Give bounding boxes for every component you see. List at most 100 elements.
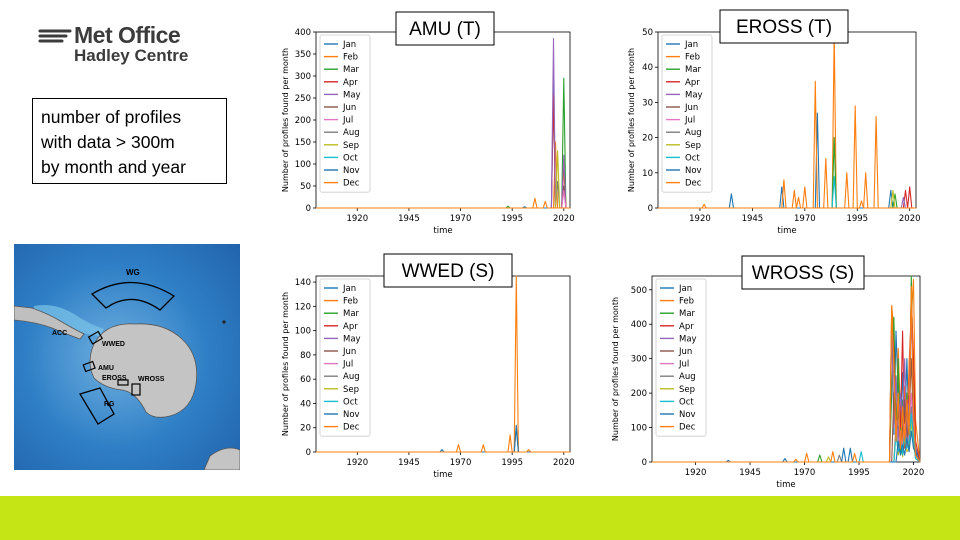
logo-title: Met Office [74, 22, 181, 48]
legend-label: Oct [679, 397, 694, 407]
legend-label: Jan [342, 40, 356, 50]
chart-legend: Jan Feb Mar Apr May Jun Jul Aug Sep Oct Nov Dec [661, 34, 713, 193]
bottom-accent-bar [0, 496, 960, 540]
x-tick-label: 1945 [398, 214, 420, 224]
y-tick-label: 100 [631, 424, 647, 434]
y-tick-label: 500 [631, 286, 647, 296]
x-tick-label: 2020 [553, 214, 575, 224]
legend-label: Sep [343, 141, 359, 151]
y-tick-label: 40 [300, 399, 311, 409]
x-tick-label: 2020 [899, 214, 921, 224]
legend-label: Sep [343, 385, 359, 395]
legend-label: Jan [342, 284, 356, 294]
legend-label: Feb [343, 53, 358, 63]
antarctica-region-map: WG ACC WWED AMU EROSS WROSS RG [14, 244, 240, 470]
legend-label: Oct [343, 397, 358, 407]
y-tick-label: 0 [306, 448, 311, 458]
x-tick-label: 1945 [398, 458, 420, 468]
x-tick-label: 1995 [501, 458, 523, 468]
y-tick-label: 100 [295, 327, 311, 337]
y-tick-label: 60 [300, 375, 311, 385]
legend-label: Aug [343, 372, 360, 382]
legend-label: Jun [342, 103, 356, 113]
x-tick-label: 1995 [846, 214, 868, 224]
series-line-feb [316, 275, 570, 453]
x-tick-label: 2020 [903, 468, 925, 478]
legend-label: Apr [343, 78, 358, 88]
legend-box [661, 34, 713, 193]
y-tick-label: 10 [642, 169, 653, 179]
legend-label: May [343, 90, 361, 100]
map-label-eross: EROSS [102, 375, 127, 382]
wwed-region-outline [87, 330, 104, 345]
map-svg: WG ACC WWED AMU EROSS WROSS RG [14, 244, 240, 470]
chart-title-frame [741, 255, 865, 290]
legend-label: Apr [679, 322, 694, 332]
y-tick-label: 20 [642, 134, 653, 144]
y-tick-label: 300 [631, 355, 647, 365]
chart-title-frame [719, 9, 849, 44]
met-office-logo: Met Office Hadley Centre [38, 22, 208, 72]
legend-label: Mar [685, 65, 702, 75]
map-label-wross: WROSS [138, 376, 165, 383]
map-label-wg: WG [126, 268, 140, 277]
legend-label: Jul [678, 360, 689, 370]
legend-label: Feb [343, 297, 358, 307]
legend-label: Feb [685, 53, 700, 63]
legend-label: Oct [343, 153, 358, 163]
legend-label: Sep [679, 385, 695, 395]
chart-title-frame [395, 11, 495, 46]
chart-title: EROSS (T) [736, 17, 832, 38]
series-line-dec [658, 196, 916, 209]
chart-eross: 0 10 20 30 40 50 1920 1945 1970 1995 2020 time Numbe… [624, 9, 924, 250]
y-tick-label: 30 [642, 98, 653, 108]
description-line: with data > 300m [41, 132, 175, 152]
legend-label: Aug [343, 128, 360, 138]
x-tick-label: 1920 [346, 214, 368, 224]
legend-label: Jun [342, 347, 356, 357]
legend-label: Jun [678, 347, 692, 357]
y-tick-label: 120 [295, 302, 311, 312]
chart-wwed-svg: 0 20 40 60 80 100 120 140 1920 1945 1970 1995 2020 ti… [281, 253, 575, 480]
legend-label: Apr [343, 322, 358, 332]
legend-label: Mar [343, 65, 360, 75]
legend-label: Dec [679, 423, 696, 433]
y-tick-label: 50 [642, 28, 653, 38]
antarctic-peninsula [14, 305, 85, 340]
x-tick-label: 1995 [501, 214, 523, 224]
x-tick-label: 1945 [739, 468, 761, 478]
chart-wross-svg: 0 100 200 300 400 500 1920 1945 1970 1995 2020 time… [611, 255, 925, 490]
legend-label: Jul [342, 116, 353, 126]
y-tick-label: 0 [648, 204, 653, 214]
legend-label: Jun [684, 103, 698, 113]
legend-box [319, 34, 371, 193]
chart-legend: Jan Feb Mar Apr May Jun Jul Aug Sep Oct Nov Dec [319, 278, 371, 437]
map-label-rg: RG [104, 401, 115, 408]
chart-title: WROSS (S) [752, 263, 854, 284]
legend-box [655, 278, 707, 437]
y-tick-label: 100 [295, 160, 311, 170]
chart-amu: 0 50 100 150 200 250 300 350 400 1920 1945 1970 1995… [278, 10, 578, 250]
antarctica-landmass [89, 323, 198, 418]
y-tick-label: 20 [300, 424, 311, 434]
series-line-dec [316, 200, 570, 209]
legend-label: Mar [343, 309, 360, 319]
logo-subtitle: Hadley Centre [74, 46, 189, 65]
eross-region-outline [117, 379, 129, 386]
series-line-feb [658, 31, 916, 209]
legend-label: Aug [679, 372, 696, 382]
series-line-dec [316, 444, 570, 453]
legend-label: Jul [342, 360, 353, 370]
y-tick-label: 200 [631, 389, 647, 399]
x-tick-label: 1920 [346, 458, 368, 468]
chart-title: AMU (T) [409, 19, 481, 40]
y-tick-label: 400 [631, 320, 647, 330]
x-tick-label: 1970 [450, 214, 472, 224]
x-axis-label: time [433, 470, 452, 480]
legend-label: May [685, 90, 703, 100]
y-tick-label: 150 [295, 138, 311, 148]
y-tick-label: 300 [295, 72, 311, 82]
legend-label: Dec [343, 179, 360, 189]
y-axis-label: Number of profiles found per month [611, 297, 620, 441]
x-tick-label: 2020 [553, 458, 575, 468]
